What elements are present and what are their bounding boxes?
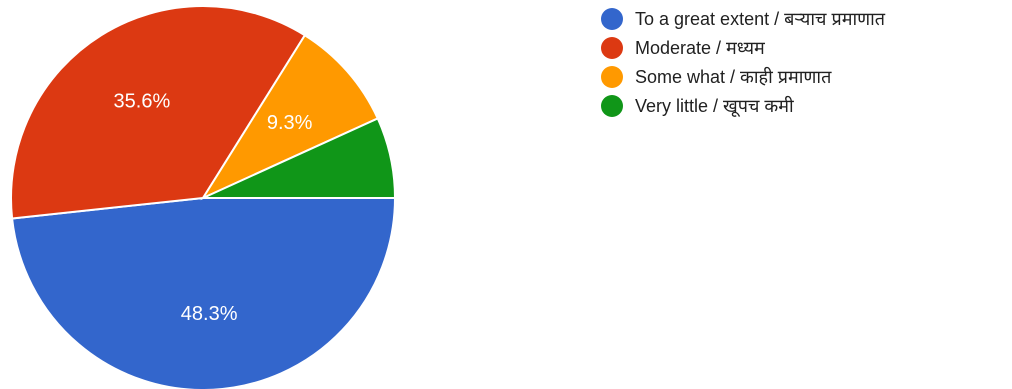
legend-swatch-great-extent — [601, 7, 623, 30]
slice-label-some-what: 9.3% — [267, 112, 313, 134]
pie-chart: 48.3% 35.6% 9.3% — [10, 5, 397, 389]
legend-label-great-extent: To a great extent / बऱ्याच प्रमाणात — [635, 8, 886, 29]
legend-swatch-some-what — [601, 65, 623, 88]
legend-label-moderate: Moderate / मध्यम — [635, 37, 765, 58]
slice-label-moderate: 35.6% — [114, 90, 171, 112]
pie-slice-great-extent[interactable] — [10, 197, 397, 389]
legend: To a great extent / बऱ्याच प्रमाणात Mode… — [601, 4, 885, 120]
legend-item-very-little[interactable]: Very little / खूपच कमी — [601, 91, 885, 120]
legend-swatch-very-little — [601, 94, 623, 117]
legend-label-some-what: Some what / काही प्रमाणात — [635, 66, 832, 87]
slice-label-great-extent: 48.3% — [181, 303, 238, 325]
legend-item-some-what[interactable]: Some what / काही प्रमाणात — [601, 62, 885, 91]
legend-item-great-extent[interactable]: To a great extent / बऱ्याच प्रमाणात — [601, 4, 885, 33]
pie-slice-moderate[interactable] — [10, 5, 307, 220]
pie-slice-very-little[interactable] — [202, 117, 397, 199]
pie-slice-some-what[interactable] — [200, 33, 380, 201]
legend-swatch-moderate — [601, 36, 623, 59]
legend-label-very-little: Very little / खूपच कमी — [635, 95, 794, 116]
legend-item-moderate[interactable]: Moderate / मध्यम — [601, 33, 885, 62]
